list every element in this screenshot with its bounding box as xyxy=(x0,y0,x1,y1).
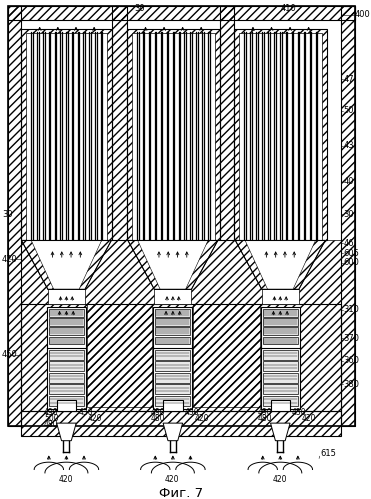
Bar xyxy=(87,304,152,408)
Text: 40: 40 xyxy=(344,177,354,187)
Bar xyxy=(263,318,298,326)
Bar xyxy=(47,307,86,410)
Bar xyxy=(163,400,183,411)
Text: 420: 420 xyxy=(88,414,102,423)
Bar xyxy=(49,318,84,326)
Bar xyxy=(48,289,85,304)
Text: 420: 420 xyxy=(272,475,287,484)
Bar xyxy=(49,327,84,335)
Text: 615: 615 xyxy=(320,449,336,458)
Bar xyxy=(263,327,298,335)
Bar xyxy=(239,33,322,241)
Bar xyxy=(263,385,298,394)
Bar xyxy=(127,28,220,241)
Text: 605: 605 xyxy=(344,249,359,257)
Text: 480: 480 xyxy=(258,414,272,423)
Polygon shape xyxy=(235,241,325,289)
Bar xyxy=(263,396,298,406)
Polygon shape xyxy=(270,423,290,441)
Polygon shape xyxy=(163,423,183,441)
Bar xyxy=(155,373,190,383)
Bar xyxy=(8,6,355,20)
Bar xyxy=(155,385,190,394)
Bar xyxy=(8,6,355,426)
Text: 410: 410 xyxy=(280,3,296,12)
Bar xyxy=(193,304,260,408)
Bar xyxy=(49,350,84,360)
Text: 43: 43 xyxy=(344,141,354,150)
Bar xyxy=(22,241,341,304)
Bar xyxy=(22,28,112,241)
Bar xyxy=(263,373,298,383)
Text: 600: 600 xyxy=(344,258,359,267)
Text: 30: 30 xyxy=(2,210,13,219)
Text: 490: 490 xyxy=(258,408,272,417)
Text: 480: 480 xyxy=(44,420,59,429)
Polygon shape xyxy=(57,423,76,441)
Bar xyxy=(155,361,190,371)
Bar xyxy=(26,33,108,241)
Bar xyxy=(155,396,190,406)
Polygon shape xyxy=(128,241,218,289)
Text: 380: 380 xyxy=(344,380,360,389)
Bar xyxy=(341,6,355,426)
Text: 490: 490 xyxy=(44,408,59,417)
Bar xyxy=(270,400,290,411)
Text: 480: 480 xyxy=(150,414,165,423)
Bar xyxy=(49,337,84,344)
Text: 450: 450 xyxy=(2,350,18,359)
Bar xyxy=(132,33,215,241)
Bar xyxy=(22,411,341,436)
Bar xyxy=(155,337,190,344)
Bar xyxy=(49,309,84,317)
Bar xyxy=(22,304,341,411)
Bar xyxy=(49,361,84,371)
Bar xyxy=(49,396,84,406)
Bar xyxy=(155,327,190,335)
Polygon shape xyxy=(22,241,111,289)
Text: Фиг. 7: Фиг. 7 xyxy=(159,488,203,499)
Text: 50: 50 xyxy=(344,106,354,115)
Text: 420: 420 xyxy=(302,414,316,423)
Bar xyxy=(155,350,190,360)
Text: 420: 420 xyxy=(165,475,180,484)
Text: 490: 490 xyxy=(150,408,165,417)
Bar xyxy=(263,350,298,360)
Bar xyxy=(112,6,127,241)
Bar xyxy=(155,318,190,326)
Text: 420: 420 xyxy=(59,475,73,484)
Bar xyxy=(263,309,298,317)
Bar xyxy=(262,289,299,304)
Text: 30: 30 xyxy=(134,3,145,12)
Bar xyxy=(263,361,298,371)
Text: 370: 370 xyxy=(344,334,360,343)
Text: 30: 30 xyxy=(344,210,354,219)
Text: 500: 500 xyxy=(44,414,59,423)
Bar xyxy=(154,289,191,304)
Text: 420: 420 xyxy=(194,414,209,423)
Bar xyxy=(220,6,234,241)
Bar xyxy=(234,28,327,241)
Text: 430: 430 xyxy=(185,408,199,417)
Bar xyxy=(263,337,298,344)
Text: 430: 430 xyxy=(78,408,93,417)
Text: 310: 310 xyxy=(344,305,359,314)
Text: 430: 430 xyxy=(292,408,307,417)
Text: 47: 47 xyxy=(344,75,354,84)
Bar xyxy=(49,373,84,383)
Text: 420: 420 xyxy=(2,254,18,263)
Bar xyxy=(49,385,84,394)
Bar xyxy=(8,6,22,426)
Bar xyxy=(57,400,76,411)
Text: 360: 360 xyxy=(344,356,360,365)
Text: 46: 46 xyxy=(344,239,354,248)
Bar xyxy=(155,309,190,317)
Text: 400: 400 xyxy=(355,10,370,19)
Bar xyxy=(153,307,193,410)
Bar xyxy=(261,307,300,410)
